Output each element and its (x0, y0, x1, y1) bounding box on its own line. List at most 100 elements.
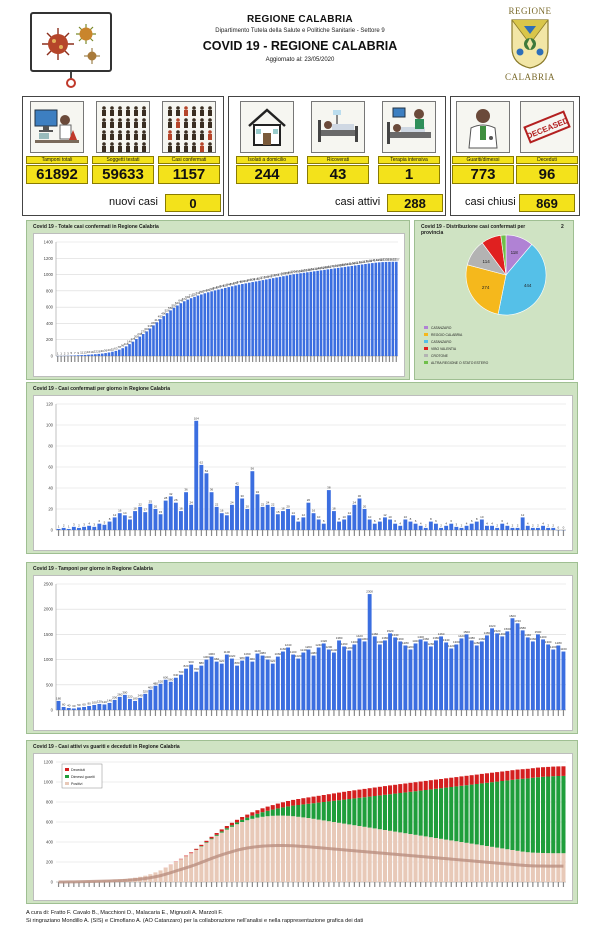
bar-data-label: 24 (353, 500, 357, 504)
bar (316, 519, 321, 530)
bar (131, 341, 135, 356)
bar (275, 514, 280, 530)
tests-plot-area: 0 500 1000 1500 2000 2500 180 60 40 30 50 60 80 100 12… (33, 575, 573, 731)
active-panel: Covid 19 - Casi attivi vs guariti e dece… (26, 740, 578, 904)
bar (133, 700, 137, 710)
stacked-bar-segment (490, 782, 495, 847)
bar (357, 638, 362, 710)
bar-data-label: 1360 (530, 637, 537, 641)
bar (479, 641, 484, 710)
bar-data-label: 996 (288, 270, 293, 274)
person-figure-icon (200, 118, 204, 128)
bar (56, 700, 61, 710)
bar (301, 652, 306, 710)
bar-data-label: 2 (425, 523, 427, 527)
kpi-group-closed: Guariti/dimessi 773 DECEASED Deceduti 96… (450, 96, 580, 216)
kpi-value-tamponi: 61892 (26, 165, 88, 184)
bar-data-label: 110 (102, 700, 107, 704)
stacked-bar-segment (418, 835, 423, 882)
bar (316, 270, 319, 356)
bar-data-label: 14 (348, 511, 352, 515)
stacked-bar-segment (459, 842, 464, 882)
bar (206, 292, 210, 356)
bar (309, 271, 313, 356)
bar-data-label: 880 (235, 661, 240, 665)
bar-data-label: 1 (57, 351, 59, 355)
bar (165, 313, 169, 356)
bar-data-label: 18 (179, 507, 183, 511)
virus-board-icon (30, 12, 112, 72)
bar (495, 633, 500, 710)
bar-data-label: 15 (276, 510, 280, 514)
kpi-card-domicilio: Isolati a domicilio 244 (235, 101, 299, 184)
bar (56, 528, 61, 530)
bar-data-label: 10 (317, 515, 321, 519)
kpi-group-tests: Tamponi totali 61892 Soggetti testati 59… (22, 96, 224, 216)
stacked-bar-segment (362, 788, 367, 798)
bar-data-label: 3 (73, 522, 75, 526)
people-grid-icon (96, 101, 150, 153)
bar (281, 651, 285, 710)
stacked-bar-segment (377, 786, 382, 796)
daily-chart-title: Covid 19 - Casi confermati per giorno in… (33, 386, 170, 392)
stacked-bar-segment (291, 799, 296, 806)
bar-data-label: 1 (60, 351, 62, 355)
person-figure-icon (176, 130, 180, 140)
stacked-bar-segment (367, 827, 372, 882)
bar (337, 521, 341, 530)
bar-data-label: 10 (480, 515, 484, 519)
person-figure-icon (208, 106, 212, 116)
bar-data-label: 820 (184, 664, 189, 668)
bar-data-label: 22 (94, 350, 98, 354)
bar (97, 523, 102, 530)
stacked-bar-segment (326, 821, 331, 882)
nuovi-casi-label: nuovi casi (109, 196, 158, 208)
person-figure-icon (134, 118, 138, 128)
bar (213, 290, 217, 356)
bar (173, 677, 178, 710)
bar-data-label: 7 (74, 351, 76, 355)
bar-data-label: 16 (312, 509, 316, 513)
bar-data-label: 1200 (305, 645, 312, 649)
bar-data-label: 1300 (545, 640, 552, 644)
bar (398, 641, 403, 710)
deceased-stamp-icon: DECEASED (520, 101, 574, 153)
bar-data-label: 1320 (412, 639, 419, 643)
bar (159, 319, 162, 356)
y-tick-label: 1200 (44, 760, 54, 765)
bar (319, 270, 323, 356)
stacked-bar-segment (367, 788, 372, 797)
bar-data-label: 1064 (325, 265, 332, 269)
bar-data-label: 176 (130, 337, 135, 341)
stacked-bar-segment (459, 776, 464, 786)
bar (367, 594, 372, 710)
stacked-bar-segment (219, 832, 224, 882)
bar-data-label: 4 (527, 521, 529, 525)
bar (107, 352, 111, 356)
bar-data-label: 14 (225, 511, 229, 515)
bar-data-label: 8 (476, 517, 478, 521)
stacked-bar-segment (403, 792, 408, 834)
stacked-bar-segment (556, 766, 561, 776)
bar-data-label: 1300 (377, 640, 384, 644)
intensive-care-icon (382, 101, 436, 153)
stacked-bar-segment (245, 814, 250, 818)
bar-data-label: 1028 (304, 268, 311, 272)
bar-data-label: 1100 (290, 650, 297, 654)
bar (261, 280, 265, 356)
bar (444, 525, 449, 530)
pie-slice (465, 264, 507, 315)
bar-data-label: 24 (266, 500, 270, 504)
daily-panel: Covid 19 - Casi confermati per giorno in… (26, 382, 578, 554)
bar (184, 492, 188, 530)
bar (454, 526, 459, 530)
infected-grid-graphic (168, 106, 212, 152)
lab-computer-icon (30, 101, 84, 153)
stacked-bar-segment (439, 838, 444, 882)
bar-data-label: 320 (143, 689, 148, 693)
daily-plot-area: 0 20 40 60 80 100 120 1 2 1 3 2 3 4 3 6 5 8 12 16 14 10 18 22 17… (33, 395, 573, 551)
bar (87, 705, 92, 710)
bar-data-label: 220 (127, 694, 132, 698)
bar (536, 634, 540, 710)
stacked-bar-segment (551, 766, 556, 777)
